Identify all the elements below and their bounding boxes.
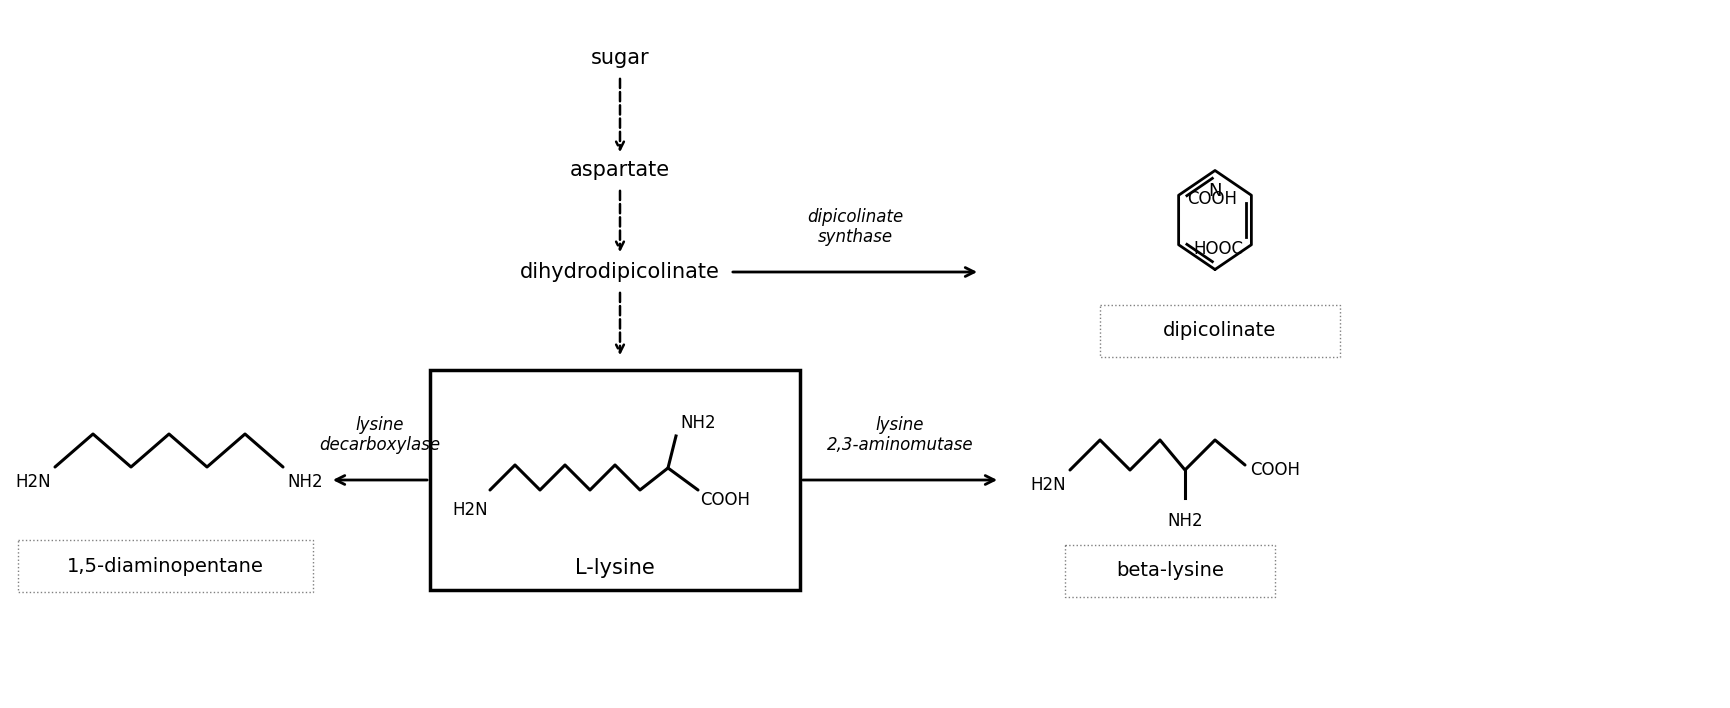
Text: lysine
2,3-aminomutase: lysine 2,3-aminomutase	[827, 416, 972, 455]
Text: H2N: H2N	[1029, 476, 1066, 494]
Text: dipicolinate
synthase: dipicolinate synthase	[806, 207, 903, 246]
Text: L-lysine: L-lysine	[574, 558, 654, 578]
Text: lysine
decarboxylase: lysine decarboxylase	[320, 416, 441, 455]
Bar	[429, 370, 799, 590]
Text: 1,5-diaminopentane: 1,5-diaminopentane	[67, 556, 263, 576]
Text: H2N: H2N	[16, 473, 50, 491]
Text: sugar: sugar	[590, 48, 649, 68]
Text: COOH: COOH	[1187, 190, 1235, 208]
Text: beta-lysine: beta-lysine	[1116, 561, 1223, 581]
Text: NH2: NH2	[680, 414, 714, 432]
Text: COOH: COOH	[699, 491, 749, 509]
Text: aspartate: aspartate	[569, 160, 670, 180]
Text: dipicolinate: dipicolinate	[1163, 321, 1277, 341]
Text: dihydrodipicolinate: dihydrodipicolinate	[519, 262, 720, 282]
Bar	[17, 540, 313, 592]
Text: NH2: NH2	[1166, 512, 1202, 530]
Text: HOOC: HOOC	[1192, 240, 1242, 258]
Text: COOH: COOH	[1249, 461, 1299, 479]
Bar	[1064, 545, 1275, 597]
Text: NH2: NH2	[287, 473, 322, 491]
Bar	[1099, 305, 1339, 357]
Text: H2N: H2N	[452, 501, 488, 519]
Text: N: N	[1208, 183, 1221, 200]
